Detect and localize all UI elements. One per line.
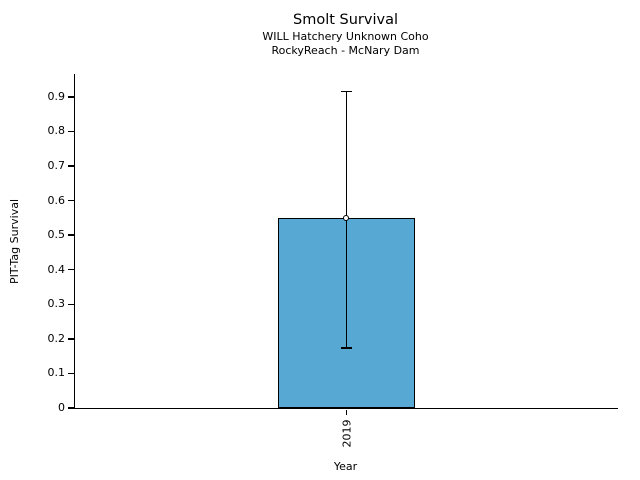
y-tick-label: 0.1 <box>47 366 66 380</box>
x-tick-label: 2019 <box>332 416 362 450</box>
y-tick <box>68 303 74 306</box>
y-tick-label: 0.6 <box>47 193 66 207</box>
y-tick <box>68 96 74 98</box>
y-axis-label: PIT-Tag Survival <box>6 74 23 408</box>
y-tick <box>68 234 74 236</box>
y-tick-label: 0 <box>58 401 65 414</box>
chart-subtitle-line2: RockyReach - McNary Dam <box>271 44 420 57</box>
y-tick <box>68 407 74 409</box>
error-bar-cap-bottom <box>341 347 352 349</box>
y-tick-label: 0.8 <box>47 124 66 138</box>
y-tick <box>68 165 74 167</box>
chart-title: Smolt Survival <box>293 12 398 28</box>
y-tick-label: 0.7 <box>47 158 66 172</box>
y-tick-label: 0.5 <box>47 228 66 242</box>
y-axis-label-text: PIT-Tag Survival <box>8 198 22 284</box>
plot-area: 0 0.1 0.2 0.3 0.4 0.5 0.6 0.7 0.8 0.9 2019 <box>48 74 618 447</box>
y-tick <box>68 268 74 271</box>
x-tick-label-text: 2019 <box>340 419 353 447</box>
y-tick-label: 0.4 <box>47 262 66 276</box>
chart-subtitle-line1: WILL Hatchery Unknown Coho <box>262 30 429 43</box>
y-tick <box>68 130 74 133</box>
x-axis-label: Year <box>333 460 358 473</box>
error-bar-cap-top <box>341 90 352 93</box>
data-point-marker <box>343 214 349 221</box>
chart-header: Smolt Survival WILL Hatchery Unknown Coh… <box>74 11 617 58</box>
y-tick <box>68 372 74 375</box>
x-tick <box>345 409 348 415</box>
y-tick-label: 0.9 <box>47 89 66 103</box>
y-tick <box>68 338 74 340</box>
y-tick-label: 0.3 <box>47 297 66 311</box>
y-tick <box>68 199 74 202</box>
y-tick-label: 0.2 <box>47 331 66 345</box>
